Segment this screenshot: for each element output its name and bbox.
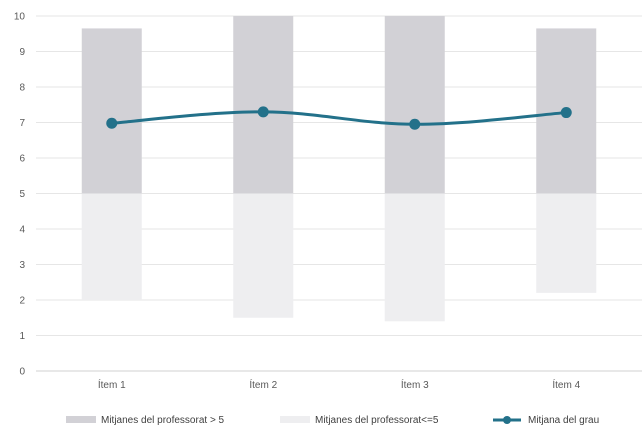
x-tick-label: Ítem 1 (98, 378, 126, 391)
y-tick-label: 2 (19, 296, 25, 307)
line-point-3 (409, 118, 421, 130)
y-tick-label: 10 (14, 12, 26, 23)
y-axis-ticks: 0 1 2 3 4 5 6 7 8 9 10 (14, 12, 26, 378)
line-point-4 (560, 107, 572, 119)
x-tick-label: Ítem 4 (552, 378, 580, 391)
bar-series2-4 (536, 193, 597, 293)
legend-label-3: Mitjana del grau (528, 415, 599, 426)
legend-swatch-2 (280, 416, 310, 423)
line-point-1 (106, 117, 118, 129)
legend-swatch-1 (66, 416, 96, 423)
x-tick-label: Ítem 3 (401, 378, 429, 391)
y-tick-label: 3 (19, 260, 25, 271)
legend-swatch-marker (503, 416, 511, 424)
bars-group (81, 16, 597, 322)
legend-label-2: Mitjanes del professorat<=5 (315, 415, 439, 426)
bar-series1-3 (384, 16, 445, 194)
y-tick-label: 9 (19, 47, 25, 58)
line-series-path (111, 110, 567, 126)
x-axis-ticks: Ítem 1 Ítem 2 Ítem 3 Ítem 4 (98, 378, 581, 391)
legend: Mitjanes del professorat > 5 Mitjanes del… (66, 415, 599, 426)
y-tick-label: 5 (19, 189, 25, 200)
bar-series2-3 (384, 193, 445, 322)
line-point-2 (257, 106, 269, 118)
bar-series1-2 (233, 16, 294, 194)
bar-series1-1 (81, 28, 142, 194)
bar-series2-2 (233, 193, 294, 318)
y-tick-label: 4 (19, 225, 25, 236)
y-tick-label: 0 (19, 367, 25, 378)
y-tick-label: 7 (19, 118, 25, 129)
y-tick-label: 1 (19, 331, 25, 342)
x-tick-label: Ítem 2 (249, 378, 277, 391)
line-series-group (106, 106, 572, 130)
y-tick-label: 6 (19, 154, 25, 165)
bar-series2-1 (81, 193, 142, 300)
y-tick-label: 8 (19, 83, 25, 94)
legend-label-1: Mitjanes del professorat > 5 (101, 415, 225, 426)
